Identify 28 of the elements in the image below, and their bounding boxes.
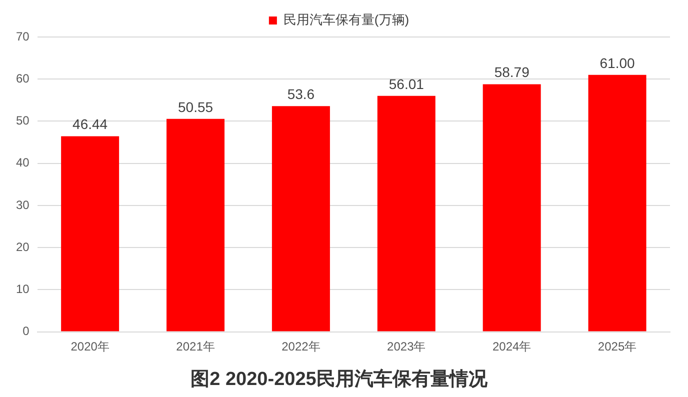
bar: [588, 74, 646, 332]
data-label: 61.00: [600, 54, 636, 71]
y-tick-label: 30: [16, 198, 30, 212]
legend-label: 民用汽车保有量(万辆): [283, 12, 410, 28]
y-tick-label: 50: [16, 114, 30, 128]
data-label: 46.44: [72, 116, 108, 132]
y-tick-label: 10: [16, 282, 30, 296]
bar: [377, 96, 436, 332]
data-label: 56.01: [388, 76, 424, 92]
bar: [272, 106, 330, 332]
data-label: 50.55: [178, 98, 214, 115]
x-tick-label: 2020年: [70, 339, 110, 354]
text: 图2 2020-2025民用汽车保有量情况: [190, 368, 488, 390]
x-tick-label: 2025年: [598, 339, 637, 354]
bar: [482, 84, 541, 332]
bar: [166, 118, 225, 332]
x-tick-label: 2022年: [282, 339, 320, 354]
y-tick-label: 70: [16, 29, 30, 44]
y-tick-label: 0: [22, 324, 30, 338]
x-tick-label: 2024年: [492, 339, 532, 354]
data-label: 58.79: [494, 64, 530, 80]
x-tick-label: 2021年: [176, 339, 215, 354]
y-tick-label: 60: [16, 71, 30, 86]
y-tick-label: 20: [16, 240, 30, 254]
bar: [61, 136, 120, 332]
y-tick-label: 40: [16, 156, 30, 170]
data-label: 53.6: [287, 86, 315, 102]
x-tick-label: 2023年: [387, 339, 426, 354]
